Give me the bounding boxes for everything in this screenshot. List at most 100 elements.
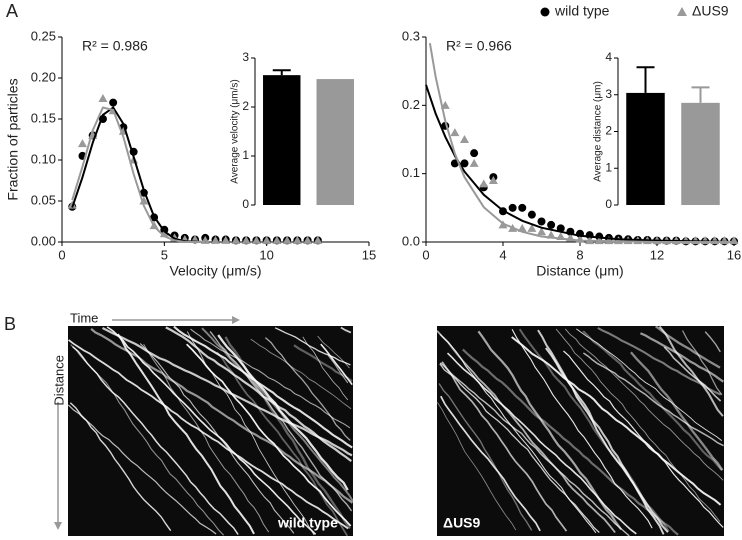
- kymograph-caption: wild type: [277, 515, 338, 531]
- fit-curve: [428, 43, 734, 243]
- streak: [655, 325, 721, 369]
- streak: [477, 330, 622, 531]
- data-point: [460, 135, 469, 143]
- x-tick-label: 16: [727, 247, 741, 262]
- legend-marker: [540, 7, 550, 17]
- y-tick-label: 3: [605, 87, 612, 101]
- r-squared: R² = 0.986: [82, 38, 148, 54]
- y-tick-label: 0: [605, 197, 612, 211]
- legend-label: ΔUS9: [692, 3, 729, 19]
- data-point: [231, 235, 241, 244]
- data-point: [547, 220, 556, 229]
- y-tick-label: 0: [242, 197, 249, 211]
- streak: [217, 334, 349, 491]
- data-point: [109, 98, 118, 107]
- y-tick-label: 0.25: [31, 28, 56, 43]
- x-axis-label: Velocity (μm/s): [169, 263, 261, 279]
- streak: [462, 348, 679, 536]
- legend-marker: [677, 7, 687, 16]
- y-tick-label: 4: [605, 50, 612, 64]
- y-tick-label: 0.3: [402, 28, 420, 43]
- bar: [263, 75, 301, 206]
- streak: [537, 329, 669, 533]
- data-point: [450, 128, 460, 137]
- streak: [165, 326, 352, 462]
- x-tick-label: 15: [362, 247, 376, 262]
- streak: [190, 328, 351, 429]
- streak: [511, 328, 653, 529]
- y-tick-label: 0.1: [402, 165, 420, 180]
- streak: [116, 333, 255, 535]
- data-point: [139, 196, 149, 205]
- y-tick-label: 0.15: [31, 110, 56, 125]
- streak: [582, 330, 723, 471]
- distance-label: Distance: [51, 355, 66, 406]
- data-point: [98, 94, 108, 102]
- streak: [440, 395, 541, 532]
- data-point: [469, 158, 479, 167]
- data-point: [221, 235, 231, 244]
- streak: [274, 327, 351, 366]
- y-tick-label: 0.10: [31, 151, 56, 166]
- x-tick-label: 12: [650, 247, 664, 262]
- data-point: [518, 203, 527, 212]
- data-point: [470, 149, 479, 158]
- panel-label: A: [6, 1, 18, 21]
- data-point: [450, 159, 459, 168]
- streak: [264, 337, 351, 441]
- streak: [704, 331, 721, 353]
- data-point: [303, 235, 313, 244]
- data-point: [292, 235, 302, 244]
- streak: [597, 327, 722, 396]
- streak: [441, 361, 568, 532]
- streak: [439, 362, 630, 537]
- streak: [582, 352, 724, 447]
- fit-curve: [71, 106, 206, 243]
- streak: [563, 350, 724, 528]
- streak: [102, 327, 353, 457]
- bar: [681, 102, 720, 205]
- y-tick-label: 0.05: [31, 192, 56, 207]
- streak: [216, 351, 349, 537]
- streak: [302, 336, 349, 401]
- x-tick-label: 0: [58, 247, 65, 262]
- streak: [437, 402, 517, 531]
- kymographs: Time Distance: [51, 310, 724, 537]
- data-point: [282, 235, 292, 244]
- streak: [564, 328, 724, 481]
- y-tick-label: 0.20: [31, 69, 56, 84]
- streak: [250, 338, 352, 410]
- streak: [439, 334, 597, 534]
- streak: [293, 344, 353, 383]
- streak: [630, 351, 724, 471]
- x-axis-label: Distance (μm): [536, 263, 623, 279]
- x-tick-label: 4: [499, 247, 506, 262]
- data-point: [211, 235, 220, 244]
- data-point: [77, 139, 87, 148]
- streak: [67, 404, 217, 535]
- streak: [106, 326, 317, 535]
- fit-curve: [425, 84, 735, 243]
- y-axis-label: Average distance (μm): [593, 81, 604, 182]
- x-tick-label: 10: [259, 247, 273, 262]
- streak: [511, 336, 722, 506]
- y-tick-label: 0.2: [402, 97, 420, 112]
- data-point: [479, 179, 489, 188]
- streak: [681, 330, 723, 396]
- data-point: [251, 235, 261, 244]
- streak: [327, 355, 349, 384]
- data-point: [313, 235, 323, 244]
- streak: [439, 363, 600, 533]
- streak: [320, 343, 353, 386]
- data-point: [537, 227, 546, 236]
- streak: [173, 325, 353, 449]
- bar: [316, 79, 354, 205]
- data-point: [508, 203, 517, 212]
- streak: [658, 325, 724, 417]
- x-tick-label: 0: [422, 247, 429, 262]
- y-axis-label: Average velocity (μm/s): [230, 79, 241, 184]
- y-tick-label: 0.0: [402, 233, 420, 248]
- data-point: [537, 217, 546, 226]
- x-tick-label: 5: [161, 247, 168, 262]
- data-point: [272, 235, 282, 244]
